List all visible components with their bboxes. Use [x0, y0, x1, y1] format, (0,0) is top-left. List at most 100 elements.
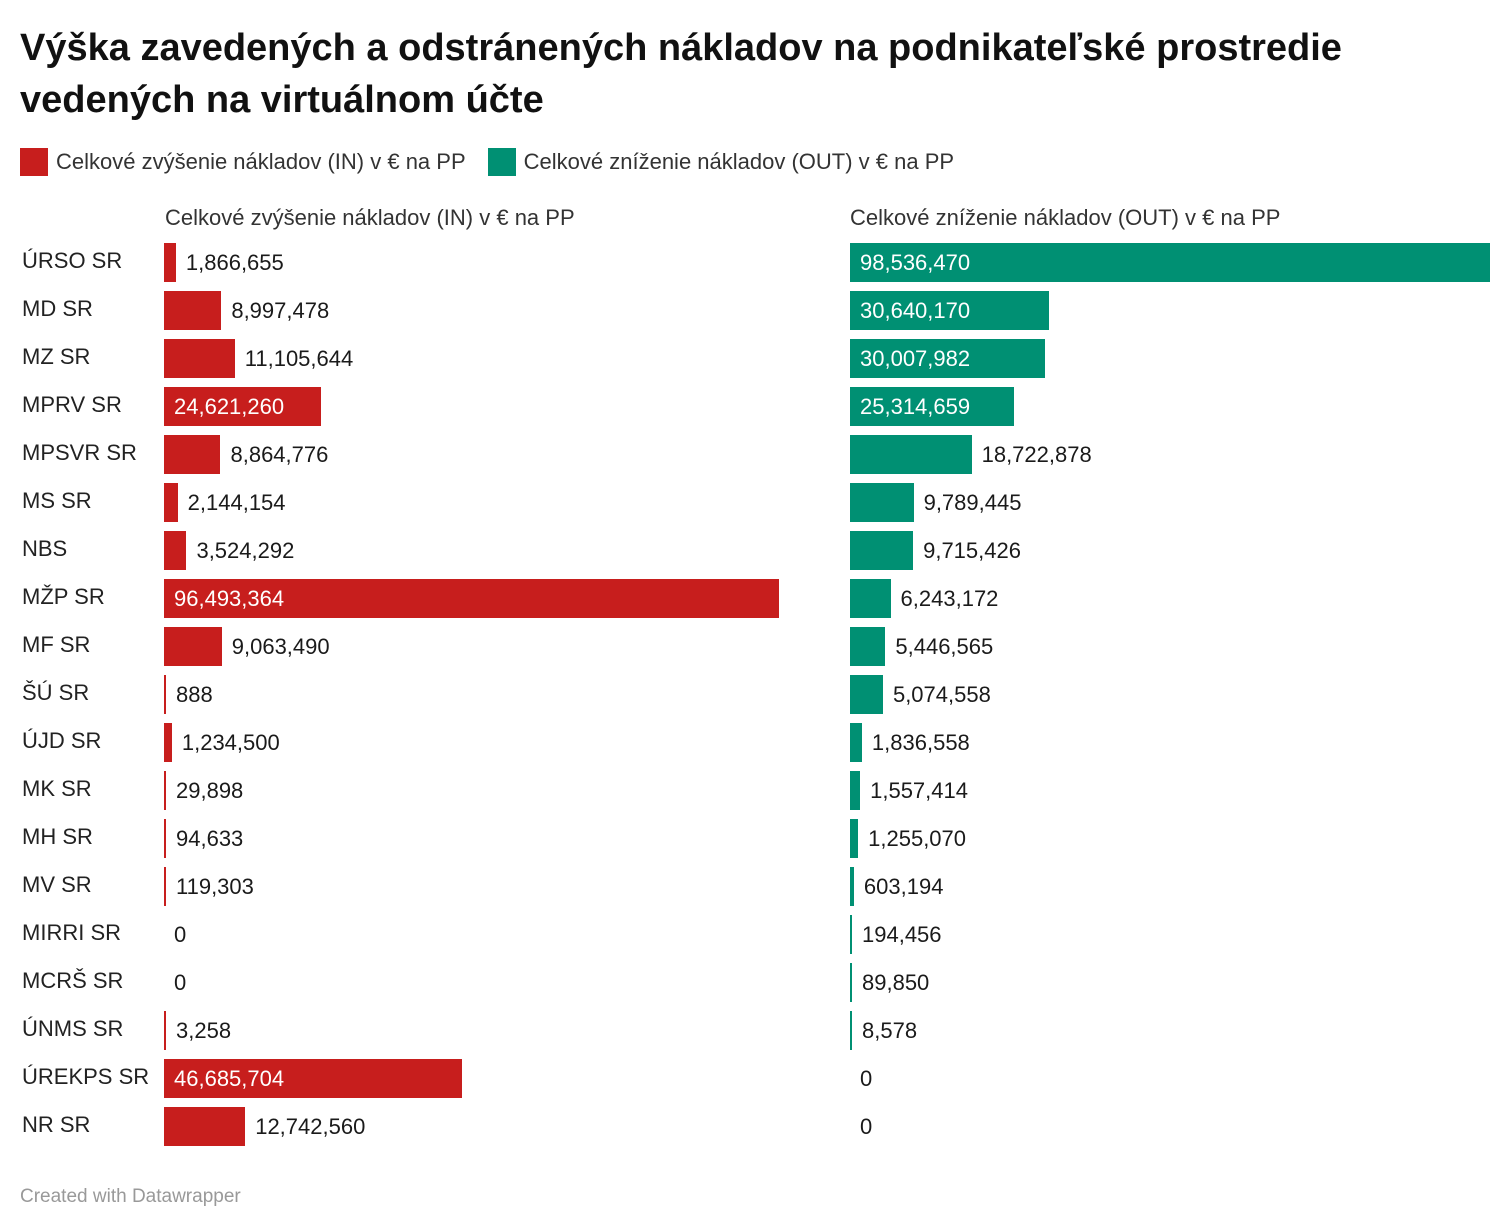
bar-out-md-sr — [850, 291, 1049, 330]
value-label-out-urso-sr: 98,536,470 — [860, 250, 971, 275]
value-label-out-mv-sr: 603,194 — [863, 874, 944, 899]
category-label-mzp-sr: MŽP SR — [22, 584, 105, 609]
category-label-nbs: NBS — [22, 536, 68, 561]
bar-out-unms-sr — [850, 1011, 852, 1050]
bar-out-mh-sr — [850, 819, 859, 858]
chart-title: Výška zavedených a odstránených nákladov… — [20, 27, 1342, 121]
bar-in-ujd-sr — [164, 723, 172, 762]
value-label-in-mh-sr: 94,633 — [176, 826, 244, 851]
value-label-out-mf-sr: 5,446,565 — [895, 634, 994, 659]
value-label-in-unms-sr: 3,258 — [176, 1018, 232, 1043]
value-label-in-mcrs-sr: 0 — [174, 970, 187, 995]
value-label-out-mk-sr: 1,557,414 — [870, 778, 968, 803]
bar-out-ms-sr — [850, 483, 914, 522]
category-label-mk-sr: MK SR — [22, 776, 92, 801]
bar-in-mh-sr — [164, 819, 166, 858]
value-label-in-md-sr: 8,997,478 — [231, 298, 330, 323]
value-label-out-mprv-sr: 25,314,659 — [860, 394, 971, 419]
bar-in-mk-sr — [164, 771, 166, 810]
bar-in-urekps-sr — [164, 1059, 462, 1098]
value-label-in-mpsvr-sr: 8,864,776 — [230, 442, 329, 467]
category-label-mprv-sr: MPRV SR — [22, 392, 122, 417]
value-label-in-mprv-sr: 24,621,260 — [174, 394, 285, 419]
value-label-out-mpsvr-sr: 18,722,878 — [981, 442, 1092, 467]
category-label-su-sr: ŠÚ SR — [22, 680, 90, 705]
category-label-urekps-sr: ÚREKPS SR — [22, 1064, 150, 1089]
legend-label-in: Celkové zvýšenie nákladov (IN) v € na PP — [56, 149, 466, 174]
column-header-out: Celkové zníženie nákladov (OUT) v € na P… — [850, 205, 1281, 230]
value-label-in-mv-sr: 119,303 — [176, 874, 254, 899]
bar-out-mv-sr — [850, 867, 854, 906]
value-label-out-mh-sr: 1,255,070 — [868, 826, 967, 851]
column-header-in: Celkové zvýšenie nákladov (IN) v € na PP — [165, 205, 575, 230]
value-label-out-nbs: 9,715,426 — [923, 538, 1021, 563]
value-label-out-nr-sr: 0 — [860, 1114, 873, 1139]
value-label-out-su-sr: 5,074,558 — [892, 682, 991, 707]
bar-in-su-sr — [164, 675, 166, 714]
category-label-mh-sr: MH SR — [22, 824, 93, 849]
category-label-mirri-sr: MIRRI SR — [22, 920, 121, 945]
bar-in-urso-sr — [164, 243, 176, 282]
bar-in-mz-sr — [164, 339, 235, 378]
value-label-out-mzp-sr: 6,243,172 — [900, 586, 999, 611]
category-label-mpsvr-sr: MPSVR SR — [22, 440, 137, 465]
category-label-mf-sr: MF SR — [22, 632, 91, 657]
bar-out-mzp-sr — [850, 579, 891, 618]
bar-out-mprv-sr — [850, 387, 1015, 426]
legend-label-out: Celkové zníženie nákladov (OUT) v € na P… — [523, 149, 955, 174]
legend-swatch-in — [20, 148, 48, 176]
category-label-nr-sr: NR SR — [22, 1112, 91, 1137]
bar-in-mf-sr — [164, 627, 222, 666]
bar-in-nbs — [164, 531, 187, 570]
bar-in-mprv-sr — [164, 387, 321, 426]
value-label-in-nr-sr: 12,742,560 — [255, 1114, 366, 1139]
value-label-in-mirri-sr: 0 — [174, 922, 187, 947]
value-label-in-urso-sr: 1,866,655 — [185, 250, 284, 275]
category-label-unms-sr: ÚNMS SR — [22, 1016, 124, 1041]
legend-item-in: Celkové zvýšenie nákladov (IN) v € na PP — [20, 148, 466, 176]
value-label-in-urekps-sr: 46,685,704 — [174, 1066, 285, 1091]
category-label-mz-sr: MZ SR — [22, 344, 91, 369]
value-label-out-ms-sr: 9,789,445 — [923, 490, 1022, 515]
legend-item-out: Celkové zníženie nákladov (OUT) v € na P… — [487, 148, 955, 176]
bar-in-mpsvr-sr — [164, 435, 221, 474]
bar-in-mzp-sr — [164, 579, 779, 618]
bar-out-mirri-sr — [850, 915, 852, 954]
bar-out-mz-sr — [850, 339, 1045, 378]
value-label-out-mirri-sr: 194,456 — [862, 922, 942, 947]
category-label-urso-sr: ÚRSO SR — [22, 248, 123, 273]
bar-in-mv-sr — [164, 867, 166, 906]
category-label-ms-sr: MS SR — [22, 488, 92, 513]
bar-out-su-sr — [850, 675, 883, 714]
value-label-out-mz-sr: 30,007,982 — [860, 346, 971, 371]
bar-out-mk-sr — [850, 771, 861, 810]
category-label-mv-sr: MV SR — [22, 872, 92, 897]
bar-out-nbs — [850, 531, 914, 570]
category-label-ujd-sr: ÚJD SR — [22, 728, 102, 753]
value-label-in-ms-sr: 2,144,154 — [187, 490, 286, 515]
value-label-in-mk-sr: 29,898 — [176, 778, 244, 803]
value-label-in-mz-sr: 11,105,644 — [244, 346, 354, 371]
category-label-md-sr: MD SR — [22, 296, 93, 321]
value-label-in-mf-sr: 9,063,490 — [231, 634, 330, 659]
bar-in-md-sr — [164, 291, 222, 330]
bar-out-mcrs-sr — [850, 963, 852, 1002]
legend: Celkové zvýšenie nákladov (IN) v € na PP… — [20, 147, 976, 177]
value-label-in-nbs: 3,524,292 — [196, 538, 295, 563]
category-label-mcrs-sr: MCRŠ SR — [22, 968, 124, 993]
value-label-out-md-sr: 30,640,170 — [860, 298, 971, 323]
value-label-out-unms-sr: 8,578 — [862, 1018, 918, 1043]
value-label-out-ujd-sr: 1,836,558 — [871, 730, 970, 755]
value-label-in-su-sr: 888 — [176, 682, 213, 707]
bar-out-ujd-sr — [850, 723, 862, 762]
bar-out-urso-sr — [850, 243, 1490, 282]
bar-in-nr-sr — [164, 1107, 246, 1146]
footer-credit: Created with Datawrapper — [20, 1186, 241, 1207]
value-label-in-mzp-sr: 96,493,364 — [174, 586, 285, 611]
value-label-out-mcrs-sr: 89,850 — [862, 970, 930, 995]
bar-in-ms-sr — [164, 483, 178, 522]
legend-swatch-out — [487, 148, 516, 176]
value-label-out-urekps-sr: 0 — [860, 1066, 873, 1091]
bar-out-mf-sr — [850, 627, 886, 666]
bar-in-unms-sr — [164, 1011, 166, 1050]
